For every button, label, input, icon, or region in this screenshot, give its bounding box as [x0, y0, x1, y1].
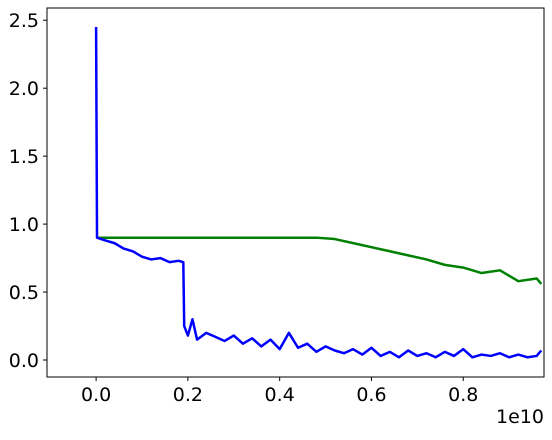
y-tick-label: 1.5 — [9, 146, 39, 168]
y-tick-label: 2.5 — [9, 10, 39, 32]
x-offset-label: 1e10 — [496, 406, 544, 428]
line-series — [97, 236, 543, 285]
plot-frame — [46, 7, 545, 378]
y-tick-label: 0.5 — [9, 282, 39, 304]
y-tick-label: 2.0 — [9, 78, 39, 100]
x-tick-label: 0.0 — [81, 384, 111, 406]
y-tick-label: 0.0 — [9, 350, 39, 372]
x-tick-label: 0.2 — [173, 384, 203, 406]
x-tick-label: 0.4 — [265, 384, 295, 406]
y-tick-label: 1.0 — [9, 214, 39, 236]
x-tick-label: 0.6 — [356, 384, 386, 406]
x-tick-label: 0.8 — [448, 384, 478, 406]
line-series — [94, 27, 543, 359]
